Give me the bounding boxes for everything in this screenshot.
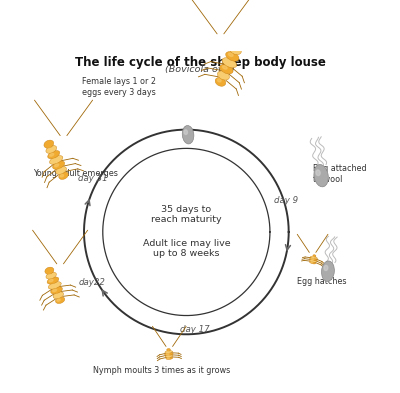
- Ellipse shape: [50, 284, 55, 287]
- Text: (Bovicola ovis): (Bovicola ovis): [165, 66, 235, 74]
- Ellipse shape: [166, 353, 169, 354]
- Text: Female lays 1 or 2
eggs every 3 days: Female lays 1 or 2 eggs every 3 days: [82, 77, 156, 97]
- Ellipse shape: [166, 351, 169, 352]
- Ellipse shape: [310, 261, 316, 264]
- Ellipse shape: [182, 125, 194, 144]
- Ellipse shape: [228, 53, 233, 57]
- Ellipse shape: [55, 294, 58, 296]
- Ellipse shape: [47, 277, 59, 284]
- Ellipse shape: [322, 261, 334, 281]
- Ellipse shape: [56, 297, 65, 303]
- Ellipse shape: [222, 58, 237, 68]
- Text: 35 days to
reach maturity: 35 days to reach maturity: [151, 204, 222, 224]
- Ellipse shape: [218, 71, 230, 80]
- Ellipse shape: [48, 274, 51, 277]
- Text: Adult lice may live
up to 8 weeks: Adult lice may live up to 8 weeks: [142, 239, 230, 258]
- Ellipse shape: [232, 39, 244, 49]
- Ellipse shape: [46, 272, 56, 279]
- Ellipse shape: [57, 299, 60, 301]
- Ellipse shape: [57, 169, 61, 172]
- Ellipse shape: [310, 258, 317, 261]
- Ellipse shape: [48, 151, 60, 159]
- Ellipse shape: [48, 148, 51, 151]
- Ellipse shape: [229, 46, 241, 55]
- Ellipse shape: [232, 47, 236, 50]
- Ellipse shape: [220, 64, 233, 74]
- Ellipse shape: [44, 140, 54, 148]
- Ellipse shape: [314, 165, 328, 187]
- Ellipse shape: [48, 282, 61, 289]
- Ellipse shape: [184, 130, 188, 134]
- Ellipse shape: [310, 260, 316, 262]
- Ellipse shape: [165, 353, 173, 355]
- Ellipse shape: [54, 164, 59, 167]
- Text: Egg hatches: Egg hatches: [297, 277, 347, 286]
- Ellipse shape: [56, 167, 66, 174]
- Ellipse shape: [316, 170, 320, 176]
- Ellipse shape: [166, 357, 173, 360]
- Text: day 9: day 9: [274, 196, 298, 205]
- Ellipse shape: [313, 255, 316, 257]
- Ellipse shape: [218, 79, 221, 82]
- Ellipse shape: [220, 72, 224, 75]
- Ellipse shape: [226, 51, 239, 61]
- Ellipse shape: [52, 289, 57, 292]
- Ellipse shape: [324, 265, 328, 270]
- Ellipse shape: [165, 351, 173, 353]
- Ellipse shape: [45, 267, 54, 274]
- Ellipse shape: [225, 59, 230, 63]
- Ellipse shape: [50, 153, 54, 156]
- Text: The life cycle of the sheep body louse: The life cycle of the sheep body louse: [74, 56, 326, 69]
- Text: Nymph moults 3 times as it grows: Nymph moults 3 times as it grows: [92, 365, 230, 375]
- Ellipse shape: [52, 159, 56, 162]
- Ellipse shape: [60, 174, 64, 177]
- Ellipse shape: [59, 172, 68, 180]
- Text: day22: day22: [79, 279, 106, 287]
- Text: Egg attached
to wool: Egg attached to wool: [312, 164, 366, 184]
- Ellipse shape: [51, 287, 62, 294]
- Ellipse shape: [46, 145, 57, 153]
- Ellipse shape: [311, 260, 313, 261]
- Ellipse shape: [222, 66, 227, 69]
- Ellipse shape: [53, 161, 65, 169]
- Ellipse shape: [53, 292, 64, 299]
- Ellipse shape: [215, 77, 226, 86]
- Text: day 31: day 31: [78, 174, 108, 183]
- Ellipse shape: [310, 256, 317, 259]
- Ellipse shape: [167, 349, 170, 351]
- Ellipse shape: [311, 258, 314, 259]
- Ellipse shape: [311, 262, 313, 263]
- Text: day 17: day 17: [180, 325, 209, 334]
- Text: Young adult emerges: Young adult emerges: [33, 169, 118, 178]
- Ellipse shape: [49, 279, 53, 282]
- Ellipse shape: [50, 156, 63, 164]
- Ellipse shape: [165, 355, 173, 357]
